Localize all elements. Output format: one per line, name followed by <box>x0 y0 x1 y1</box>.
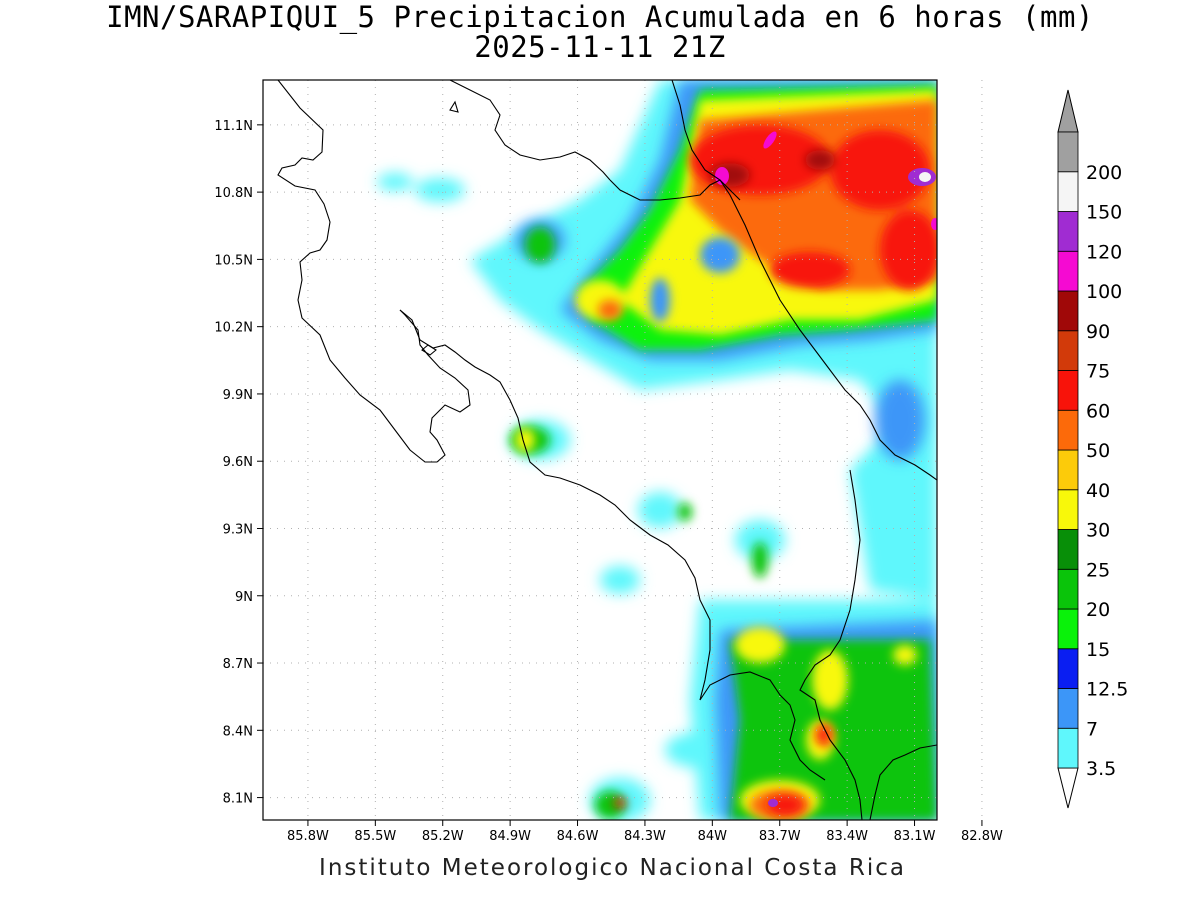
colorbar-label: 50 <box>1086 440 1110 462</box>
colorbar-swatch <box>1057 211 1079 252</box>
lat-tick-label: 8.7N <box>223 657 253 672</box>
colorbar-swatch <box>1057 250 1079 292</box>
colorbar: 3.5 7 12.5 15 20 25 30 40 50 60 75 90 100 120 150 200 <box>1057 89 1128 809</box>
panama-border <box>799 469 863 820</box>
colorbar-swatch <box>1057 648 1079 689</box>
colorbar-label: 120 <box>1086 241 1122 263</box>
lon-tick-label: 84.9W <box>489 829 531 844</box>
colorbar-label: 75 <box>1086 361 1110 383</box>
rain-layer-peak <box>715 131 937 807</box>
colorbar-swatch <box>1057 330 1079 371</box>
lat-tick-label: 8.1N <box>223 792 253 807</box>
map-title-line1: IMN/SARAPIQUI_5 Precipitacion Acumulada … <box>106 0 1094 34</box>
lat-tick-label: 9N <box>235 590 253 605</box>
border-north <box>609 179 741 201</box>
colorbar-label: 40 <box>1086 480 1110 502</box>
colorbar-swatch <box>1057 529 1079 570</box>
lat-tick-label: 9.9N <box>223 388 253 403</box>
lake-nicaragua <box>449 80 611 181</box>
colorbar-over-arrow <box>1057 89 1079 133</box>
lon-tick-label: 82.8W <box>961 829 1003 844</box>
colorbar-label: 7 <box>1086 718 1098 740</box>
island <box>449 100 459 113</box>
lon-tick-label: 83.7W <box>759 829 801 844</box>
map-frame <box>262 79 938 821</box>
colorbar-label: 15 <box>1086 639 1110 661</box>
colorbar-label: 100 <box>1086 281 1122 303</box>
colorbar-swatch <box>1057 608 1079 650</box>
colorbar-swatch <box>1057 290 1079 332</box>
rain-holes <box>650 237 740 322</box>
lon-tick-label: 84.3W <box>624 829 666 844</box>
colorbar-label: 30 <box>1086 520 1110 542</box>
colorbar-label: 150 <box>1086 202 1122 224</box>
colorbar-swatch <box>1057 131 1079 173</box>
colorbar-swatch <box>1057 449 1079 491</box>
colorbar-label: 3.5 <box>1086 758 1116 780</box>
island-2 <box>421 344 437 356</box>
colorbar-under-arrow <box>1057 767 1079 809</box>
colorbar-swatch <box>1057 409 1079 451</box>
lat-tick-label: 8.4N <box>223 724 253 739</box>
map-grid <box>263 80 983 820</box>
lat-tick-label: 9.3N <box>223 522 253 537</box>
coastlines <box>277 80 937 820</box>
map-title: IMN/SARAPIQUI_5 Precipitacion Acumulada … <box>0 2 1200 62</box>
credit-line: Instituto Meteorologico Nacional Costa R… <box>319 855 906 881</box>
map-title-line2: 2025-11-11 21Z <box>474 30 726 64</box>
colorbar-label: 20 <box>1086 599 1110 621</box>
lon-tick-label: 84W <box>698 829 728 844</box>
lon-axis: 85.8W 85.5W 85.2W 84.9W 84.6W 84.3W 84W 83.7W 83… <box>287 820 1003 844</box>
colorbar-swatch <box>1057 489 1079 530</box>
lat-tick-label: 10.8N <box>214 186 253 201</box>
lat-tick-label: 9.6N <box>223 455 253 470</box>
lon-tick-label: 84.6W <box>557 829 599 844</box>
lon-tick-label: 85.5W <box>354 829 396 844</box>
lat-tick-label: 11.1N <box>214 119 253 134</box>
colorbar-label: 200 <box>1086 162 1122 184</box>
colorbar-swatch <box>1057 688 1079 729</box>
osa-coast <box>699 671 826 781</box>
colorbar-swatch <box>1057 171 1079 212</box>
panama-coast <box>869 744 937 820</box>
colorbar-label: 25 <box>1086 559 1110 581</box>
lat-tick-label: 10.2N <box>214 321 253 336</box>
colorbar-swatch <box>1057 568 1079 610</box>
colorbar-label: 90 <box>1086 321 1110 343</box>
lat-axis: 8.1N 8.4N 8.7N 9N 9.3N 9.6N 9.9N 10.2N 10.5N 10.8… <box>214 119 263 807</box>
nicaragua-coast <box>277 80 471 463</box>
lat-tick-label: 10.5N <box>214 253 253 268</box>
colorbar-label: 12.5 <box>1086 679 1128 701</box>
lon-tick-label: 83.1W <box>894 829 936 844</box>
lon-tick-label: 85.8W <box>287 829 329 844</box>
colorbar-label: 60 <box>1086 400 1110 422</box>
colorbar-swatch <box>1057 727 1079 769</box>
lon-tick-label: 83.4W <box>826 829 868 844</box>
gulf-coast <box>399 309 711 701</box>
lon-tick-label: 85.2W <box>422 829 464 844</box>
precipitation-field <box>377 80 937 820</box>
colorbar-swatch <box>1057 370 1079 411</box>
caribbean-coast <box>671 80 937 481</box>
